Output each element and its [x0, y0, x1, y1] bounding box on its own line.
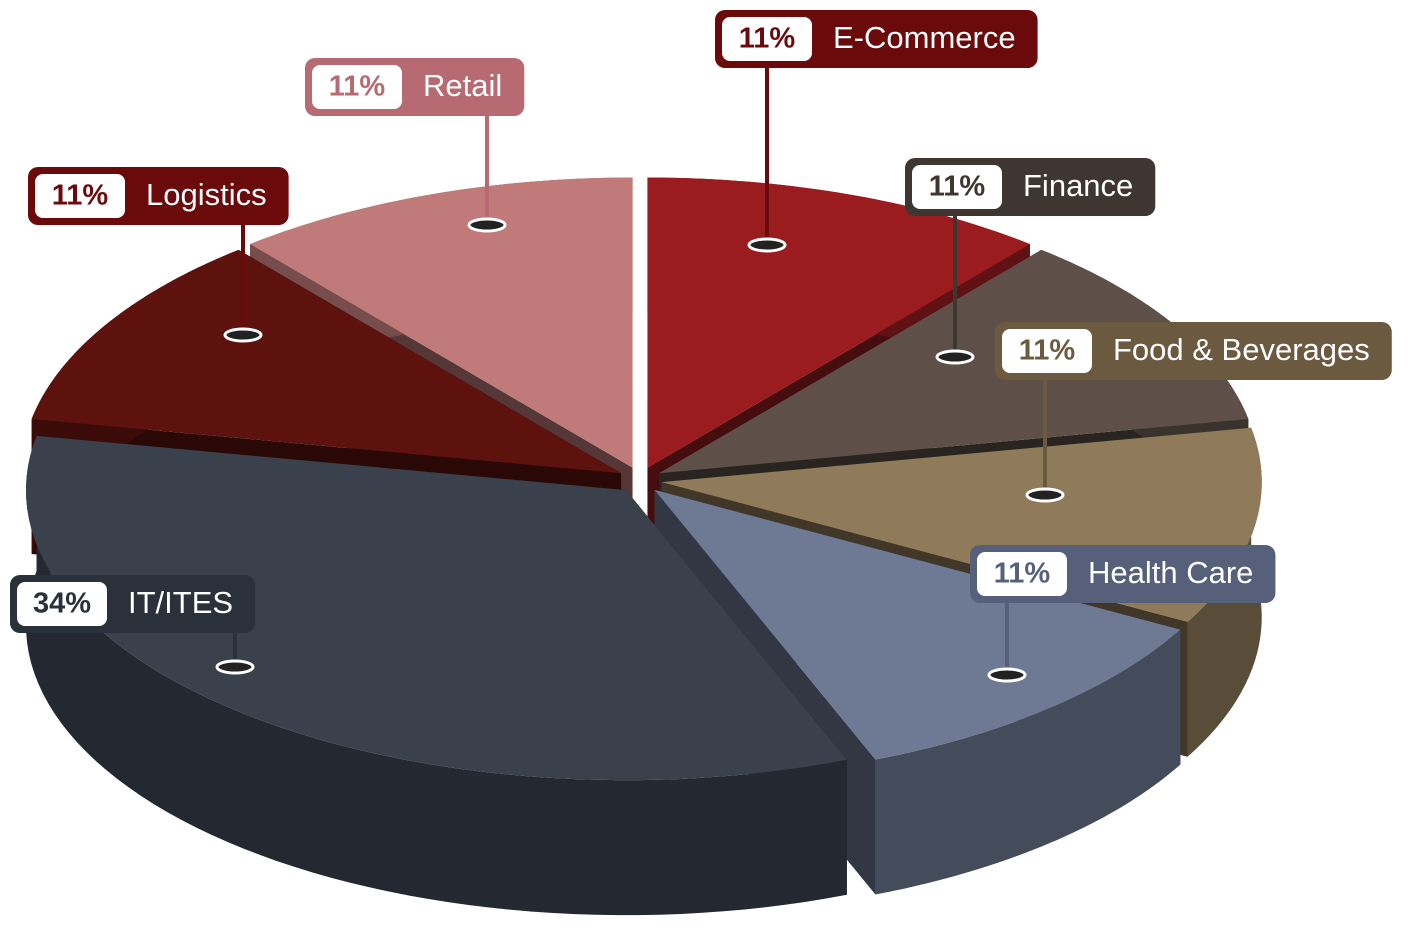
label-value: 11%	[929, 171, 986, 203]
slice-side	[26, 435, 847, 916]
label-badge	[17, 582, 107, 626]
label-name: IT/ITES	[128, 585, 233, 620]
label-value: 11%	[329, 71, 386, 103]
label-badge	[312, 65, 402, 109]
label: 11% Logistics	[28, 167, 289, 343]
pie	[26, 177, 1262, 916]
label-name: E-Commerce	[833, 20, 1016, 55]
label-badge	[912, 165, 1002, 209]
labels: 11% E-Commerce 11% Finance 11% Food & Beverag…	[10, 10, 1392, 683]
label: 34% IT/ITES	[10, 575, 256, 675]
label-name: Retail	[423, 68, 502, 103]
label: 11% Health Care	[970, 545, 1276, 683]
label-name: Logistics	[146, 177, 267, 212]
label-box	[995, 322, 1392, 380]
leader-dot	[1025, 487, 1065, 503]
label-value: 34%	[33, 588, 91, 620]
leader-dot	[987, 667, 1027, 683]
label-badge	[1002, 329, 1092, 373]
leader-dot	[935, 349, 975, 365]
slice	[250, 177, 633, 468]
slice	[654, 489, 1181, 760]
slice	[647, 177, 1030, 468]
label-value: 11%	[739, 23, 796, 55]
label-badge	[35, 174, 125, 218]
label: 11% Food & Beverages	[995, 322, 1392, 503]
leader-dot	[467, 217, 507, 233]
label: 11% Finance	[905, 158, 1156, 365]
slice	[31, 249, 622, 474]
leader-dot	[747, 237, 787, 253]
label-value: 11%	[52, 180, 109, 212]
label: 11% E-Commerce	[715, 10, 1038, 253]
leader-dot	[215, 659, 255, 675]
label-value: 11%	[994, 558, 1051, 590]
slice-side	[875, 629, 1181, 895]
label: 11% Retail	[305, 58, 525, 233]
label-badge	[722, 17, 812, 61]
label-name: Health Care	[1088, 555, 1253, 590]
leader-dot	[223, 327, 263, 343]
label-badge	[977, 552, 1067, 596]
label-value: 11%	[1019, 335, 1076, 367]
label-name: Food & Beverages	[1113, 332, 1370, 367]
label-name: Finance	[1023, 168, 1133, 203]
slice	[26, 435, 847, 781]
